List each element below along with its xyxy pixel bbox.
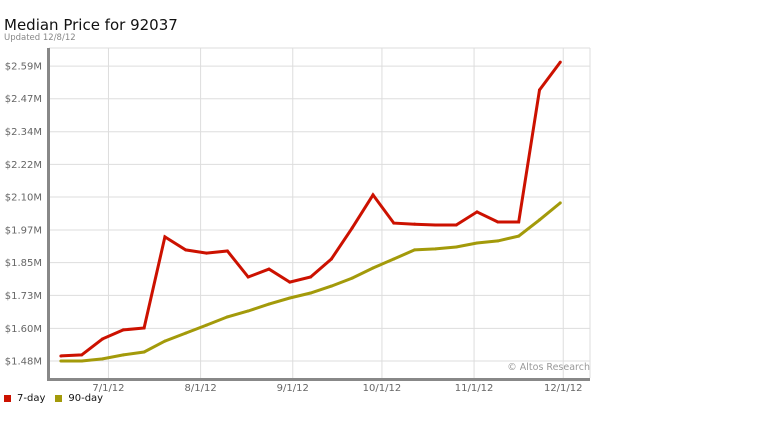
data-point-90-day <box>225 315 229 319</box>
legend-item-7-day[interactable]: 7-day <box>4 393 45 404</box>
x-tick-label: 9/1/12 <box>277 383 309 394</box>
series-line-7-day <box>60 61 562 358</box>
x-tick-label: 12/1/12 <box>544 383 583 394</box>
legend-swatch-7-day <box>4 395 11 402</box>
data-point-7-day <box>246 275 250 279</box>
data-point-90-day <box>454 245 458 249</box>
data-point-7-day <box>163 235 167 239</box>
updated-date: Updated 12/8/12 <box>4 33 76 43</box>
legend-swatch-90-day <box>55 395 63 402</box>
data-point-90-day <box>267 302 271 306</box>
legend: 7-day 90-day <box>4 393 103 404</box>
data-point-90-day <box>558 201 562 205</box>
data-point-90-day <box>496 239 500 243</box>
data-point-7-day <box>496 220 500 224</box>
chart-title: Median Price for 92037 <box>4 16 178 34</box>
y-tick-label: $2.34M <box>5 127 42 138</box>
data-point-7-day <box>350 226 354 230</box>
y-tick-label: $2.59M <box>5 62 42 73</box>
data-point-7-day <box>142 326 146 330</box>
data-point-7-day <box>371 193 375 197</box>
data-point-7-day <box>309 275 313 279</box>
data-point-90-day <box>392 257 396 261</box>
data-point-7-day <box>454 223 458 227</box>
data-point-7-day <box>80 353 84 357</box>
data-point-90-day <box>205 323 209 327</box>
data-point-7-day <box>121 328 125 332</box>
data-point-90-day <box>142 350 146 354</box>
data-point-7-day <box>475 210 479 214</box>
data-point-7-day <box>392 221 396 225</box>
x-tick-label: 11/1/12 <box>455 383 494 394</box>
data-point-7-day <box>267 267 271 271</box>
data-point-90-day <box>537 218 541 222</box>
x-tick-label: 7/1/12 <box>92 383 124 394</box>
data-point-90-day <box>475 241 479 245</box>
data-point-7-day <box>537 88 541 92</box>
data-point-90-day <box>246 309 250 313</box>
data-point-7-day <box>101 337 105 341</box>
data-point-90-day <box>59 359 63 363</box>
y-tick-label: $1.97M <box>5 226 42 237</box>
data-point-90-day <box>184 331 188 335</box>
watermark: © Altos Research <box>507 362 590 373</box>
data-point-90-day <box>309 291 313 295</box>
data-point-7-day <box>184 248 188 252</box>
data-point-90-day <box>288 296 292 300</box>
data-point-90-day <box>350 276 354 280</box>
y-tick-label: $2.10M <box>5 193 42 204</box>
y-axis <box>47 48 50 381</box>
data-point-7-day <box>433 223 437 227</box>
data-point-7-day <box>517 220 521 224</box>
data-point-7-day <box>288 280 292 284</box>
legend-label-7-day: 7-day <box>17 393 46 404</box>
data-point-90-day <box>329 284 333 288</box>
y-tick-label: $2.47M <box>5 94 42 105</box>
x-tick-label: 8/1/12 <box>185 383 217 394</box>
data-point-7-day <box>413 222 417 226</box>
legend-item-90-day[interactable]: 90-day <box>55 393 103 404</box>
data-point-90-day <box>101 357 105 361</box>
data-point-90-day <box>433 247 437 251</box>
data-point-90-day <box>517 234 521 238</box>
y-tick-label: $1.85M <box>5 258 42 269</box>
y-tick-label: $1.73M <box>5 291 42 302</box>
data-point-90-day <box>80 359 84 363</box>
data-point-7-day <box>205 251 209 255</box>
data-point-7-day <box>59 354 63 358</box>
data-point-90-day <box>163 339 167 343</box>
y-tick-label: $2.22M <box>5 160 42 171</box>
legend-label-90-day: 90-day <box>68 393 104 404</box>
y-tick-label: $1.48M <box>5 356 42 367</box>
y-tick-label: $1.60M <box>5 324 42 335</box>
data-point-7-day <box>558 60 562 64</box>
data-point-90-day <box>371 266 375 270</box>
x-tick-label: 10/1/12 <box>363 383 402 394</box>
data-point-7-day <box>225 249 229 253</box>
data-point-90-day <box>413 248 417 252</box>
x-axis <box>47 378 590 381</box>
series-line-90-day <box>60 201 562 363</box>
data-point-90-day <box>121 353 125 357</box>
data-point-7-day <box>329 257 333 261</box>
